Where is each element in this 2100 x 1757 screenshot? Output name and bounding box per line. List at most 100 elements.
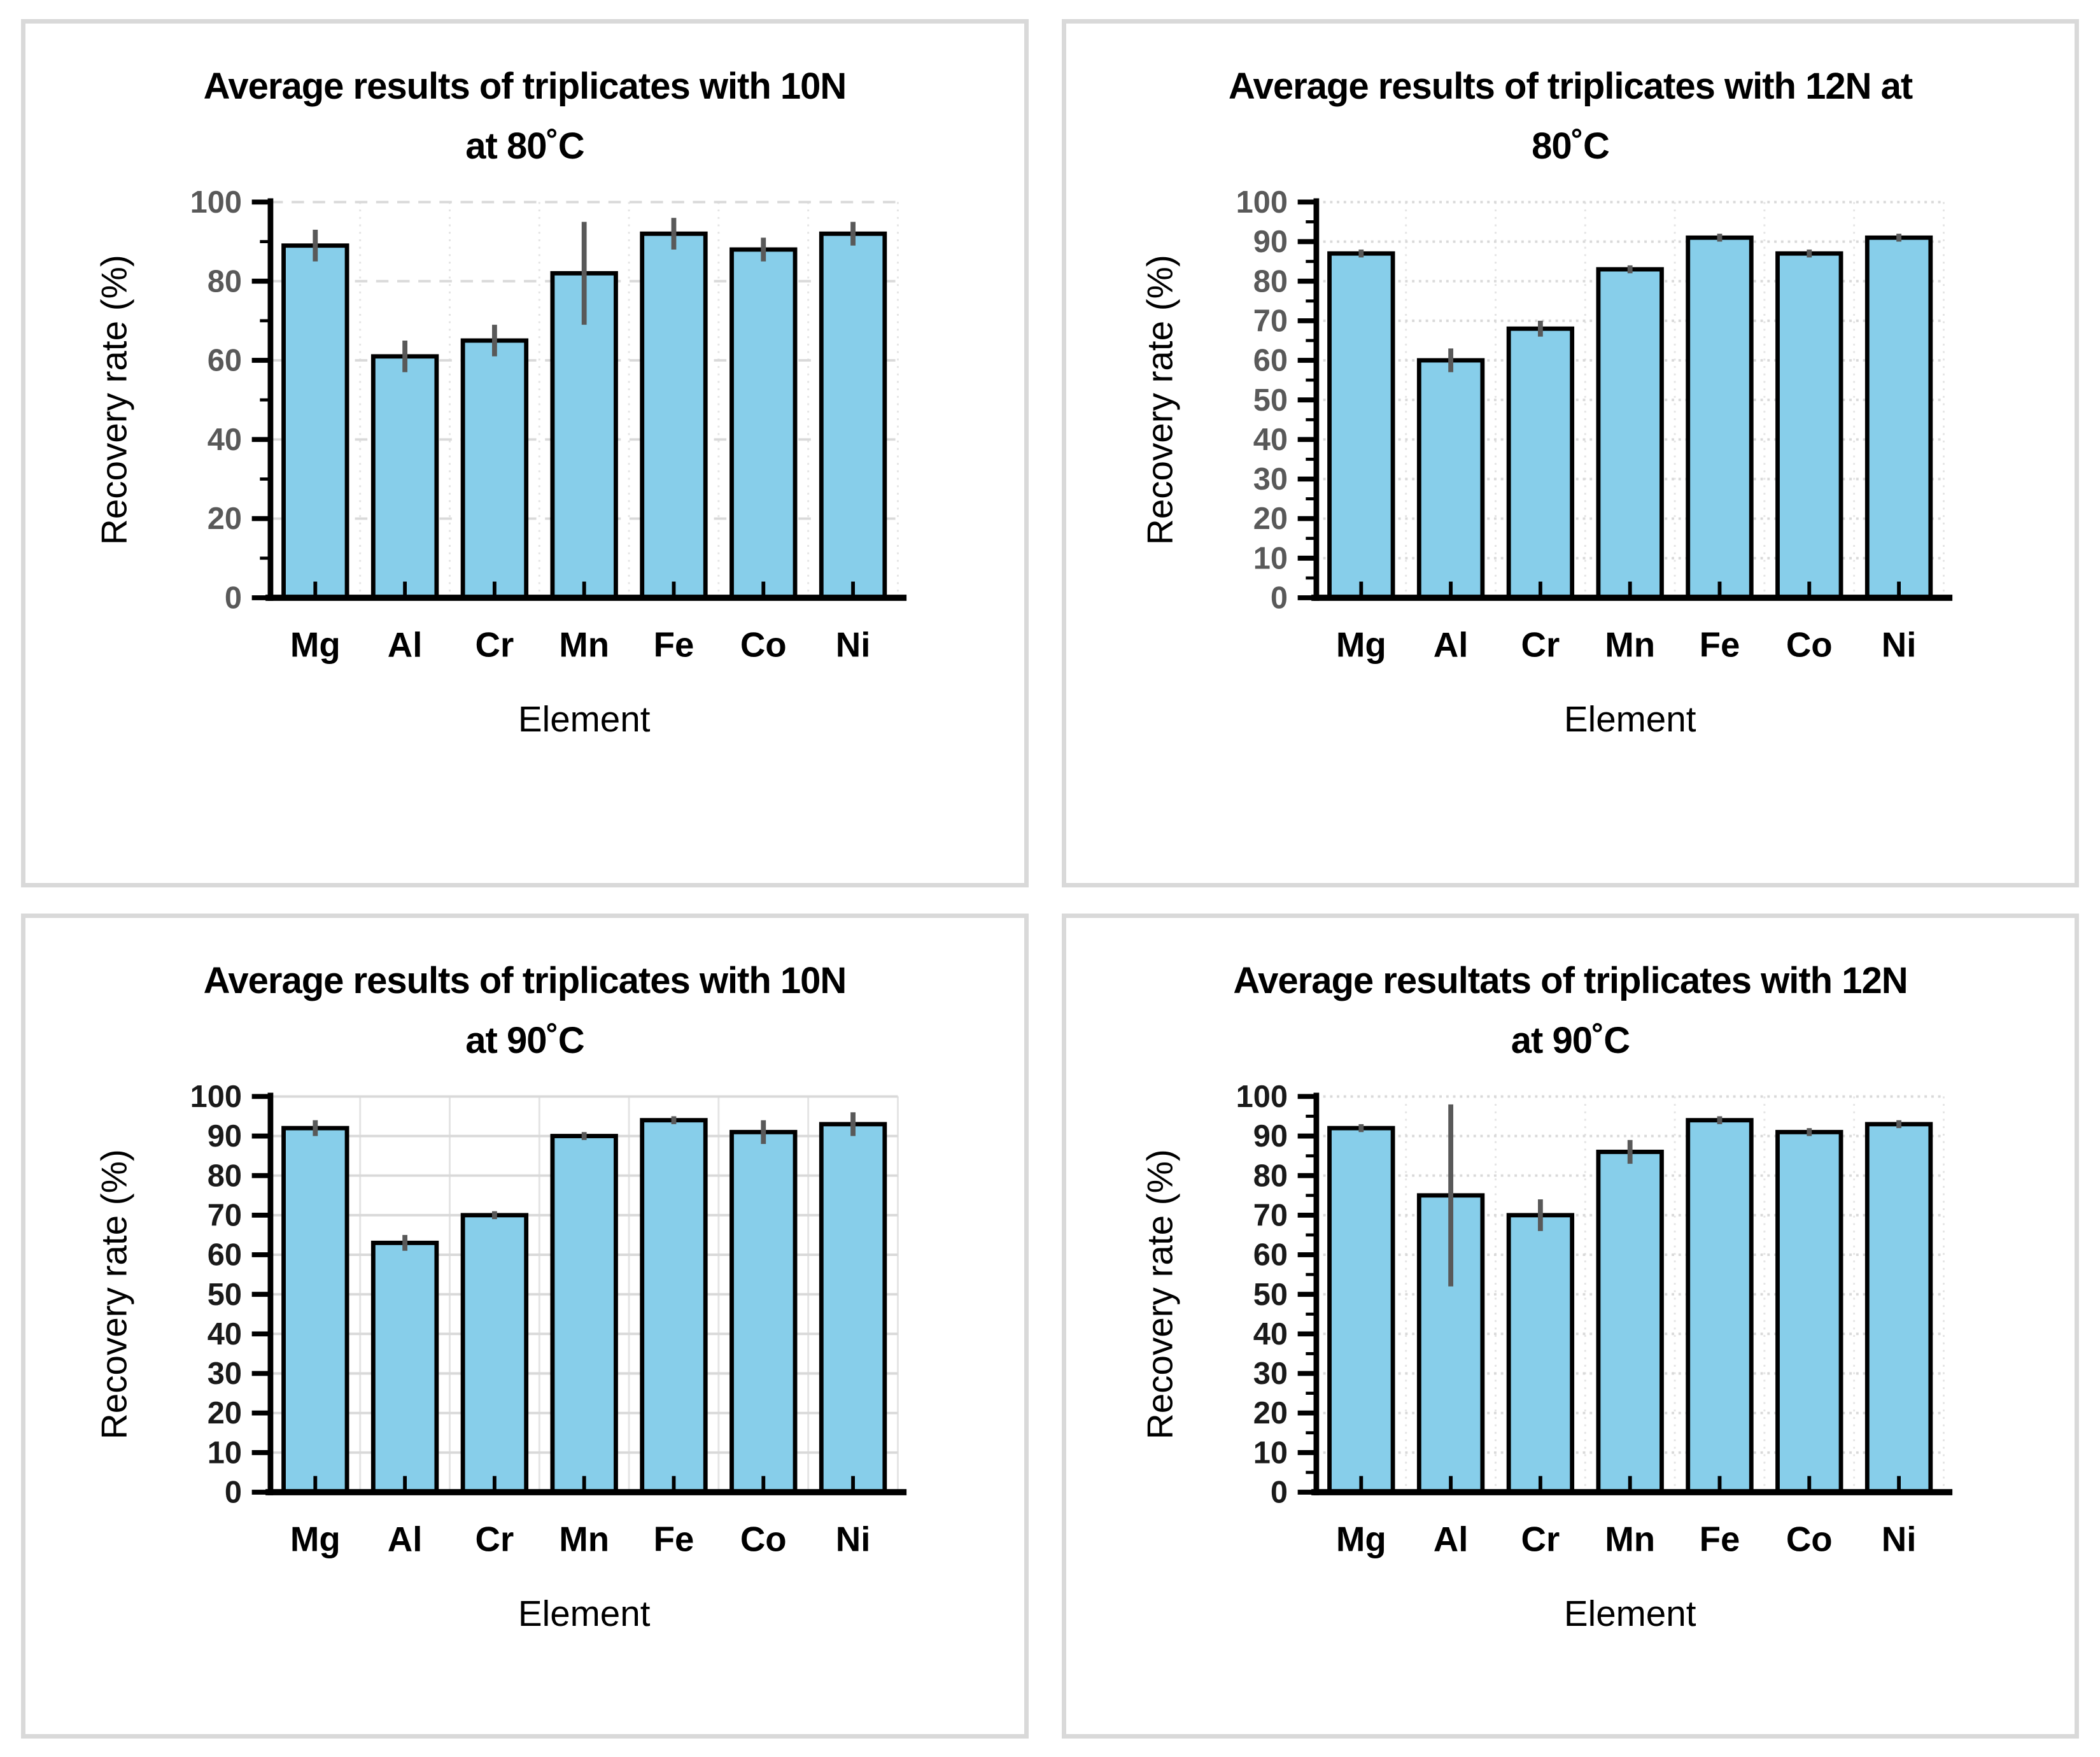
chart-panel-12n-80c: Average results of triplicates with 12N …	[1062, 19, 2079, 887]
bar-Mg	[281, 1125, 349, 1495]
bar-Co	[729, 1129, 798, 1495]
y-tick-label: 60	[208, 1238, 242, 1273]
y-tick-label: 40	[208, 423, 242, 457]
category-label-Fe: Fe	[1699, 1520, 1740, 1559]
category-label-Co: Co	[740, 626, 787, 665]
bar-Cr	[460, 338, 529, 600]
category-label-Cr: Cr	[1521, 626, 1560, 665]
y-tick-label: 20	[1253, 1396, 1287, 1430]
y-tick-label: 30	[208, 1357, 242, 1391]
bar-Mn	[550, 271, 618, 600]
bar-Mn	[1596, 267, 1664, 600]
chart-title: Average results of triplicates with 12N …	[1228, 57, 1913, 176]
y-tick-label: 0	[1270, 1475, 1287, 1509]
category-label-Mn: Mn	[1605, 626, 1655, 665]
y-axis-title: Recovery rate (%)	[1139, 255, 1180, 545]
bar-Fe	[1685, 235, 1754, 600]
bar-Ni	[819, 1122, 887, 1495]
y-tick-label: 50	[1253, 383, 1287, 418]
chart-title-line2: 80˚C	[1532, 125, 1610, 167]
y-tick-label: 80	[1253, 264, 1287, 299]
bar-Mg	[1327, 251, 1395, 600]
bar-Cr	[460, 1213, 529, 1495]
bar-Al	[1416, 1193, 1484, 1495]
y-tick-label: 100	[190, 187, 242, 220]
category-label-Mg: Mg	[1335, 1520, 1386, 1559]
bar-Mn	[550, 1134, 618, 1495]
chart-title-line1: Average results of triplicates with 10N	[203, 66, 847, 107]
category-label-Co: Co	[1786, 1520, 1832, 1559]
bar-Co	[1775, 251, 1843, 600]
chart-panel-10n-90c: Average results of triplicates with 10N a…	[21, 914, 1029, 1739]
bar-Ni	[1864, 1122, 1933, 1495]
category-label-Al: Al	[1433, 1520, 1468, 1559]
category-label-Ni: Ni	[1881, 1520, 1916, 1559]
bar-Mg	[281, 243, 349, 600]
chart-title-line2: at 90˚C	[465, 1019, 584, 1061]
bar-Mg	[1327, 1125, 1395, 1495]
y-tick-label: 60	[208, 344, 242, 378]
bar-Co	[729, 247, 798, 600]
bar-chart-canvas-12n-80c: 0 10 20 30 40 50 60 70 80 90 100 Mg Al Cr Mn Fe Co Ni Elem…	[1139, 187, 1952, 739]
bar-Co	[1775, 1129, 1843, 1495]
y-tick-label: 70	[1253, 1198, 1287, 1232]
y-tick-label: 40	[1253, 1317, 1287, 1351]
y-tick-label: 90	[208, 1119, 242, 1154]
y-tick-label: 50	[1253, 1278, 1287, 1312]
y-tick-label: 90	[1253, 225, 1287, 259]
chart-title-line1: Average results of triplicates with 10N	[203, 960, 847, 1001]
chart-title: Average resultats of triplicates with 12…	[1233, 951, 1908, 1071]
bar-Al	[1416, 358, 1484, 600]
bar-Al	[370, 354, 439, 600]
bar-Fe	[640, 1118, 708, 1495]
chart-panel-12n-90c: Average resultats of triplicates with 12…	[1062, 914, 2079, 1739]
y-tick-label: 50	[208, 1278, 242, 1312]
bar-Ni	[1864, 235, 1933, 600]
category-label-Mg: Mg	[1335, 626, 1386, 665]
chart-title-line1: Average results of triplicates with 12N …	[1228, 66, 1913, 107]
category-label-Ni: Ni	[836, 1520, 871, 1559]
charts-grid: Average results of triplicates with 10N a…	[21, 19, 2079, 1739]
category-label-Fe: Fe	[654, 626, 694, 665]
chart-title: Average results of triplicates with 10N a…	[204, 57, 847, 176]
bar-Al	[370, 1240, 439, 1495]
y-tick-label: 100	[1236, 187, 1287, 220]
y-tick-label: 10	[1253, 541, 1287, 575]
chart-title-line2: at 80˚C	[465, 125, 584, 167]
category-label-Cr: Cr	[476, 626, 514, 665]
bar-chart-canvas-10n-80c: 0 20 40 60 80 100 Mg Al Cr Mn Fe Co Ni Element Recover…	[94, 187, 907, 739]
category-label-Al: Al	[388, 626, 423, 665]
bar-Cr	[1506, 326, 1574, 600]
y-tick-label: 30	[1253, 1357, 1287, 1391]
y-tick-label: 60	[1253, 344, 1287, 378]
y-tick-label: 90	[1253, 1119, 1287, 1154]
bar-Mn	[1596, 1149, 1664, 1495]
x-axis-title: Element	[518, 699, 651, 739]
category-label-Ni: Ni	[836, 626, 871, 665]
x-axis-title: Element	[518, 1593, 651, 1634]
category-label-Al: Al	[388, 1520, 423, 1559]
bar-Cr	[1506, 1213, 1574, 1495]
category-label-Mn: Mn	[1605, 1520, 1655, 1559]
x-axis-title: Element	[1563, 1593, 1696, 1634]
chart-title: Average results of triplicates with 10N a…	[204, 951, 847, 1071]
category-label-Mn: Mn	[559, 1520, 609, 1559]
y-tick-label: 10	[208, 1436, 242, 1470]
category-label-Co: Co	[1786, 626, 1832, 665]
category-label-Fe: Fe	[654, 1520, 694, 1559]
chart-title-line1: Average resultats of triplicates with 12…	[1233, 960, 1908, 1001]
y-tick-label: 0	[225, 581, 242, 615]
y-axis-title: Recovery rate (%)	[94, 1149, 134, 1439]
category-label-Mn: Mn	[559, 626, 609, 665]
y-tick-label: 20	[1253, 502, 1287, 536]
y-tick-label: 10	[1253, 1436, 1287, 1470]
y-tick-label: 80	[208, 1159, 242, 1193]
y-tick-label: 30	[1253, 462, 1287, 497]
bar-chart-canvas-12n-90c: 0 10 20 30 40 50 60 70 80 90 100 Mg Al Cr Mn Fe Co Ni Elem…	[1139, 1081, 1952, 1634]
x-axis-title: Element	[1563, 699, 1696, 739]
category-label-Mg: Mg	[290, 626, 341, 665]
y-axis-title: Recovery rate (%)	[1139, 1149, 1180, 1439]
y-tick-label: 0	[1270, 581, 1287, 615]
y-axis-title: Recovery rate (%)	[94, 255, 134, 545]
y-tick-label: 20	[208, 1396, 242, 1430]
